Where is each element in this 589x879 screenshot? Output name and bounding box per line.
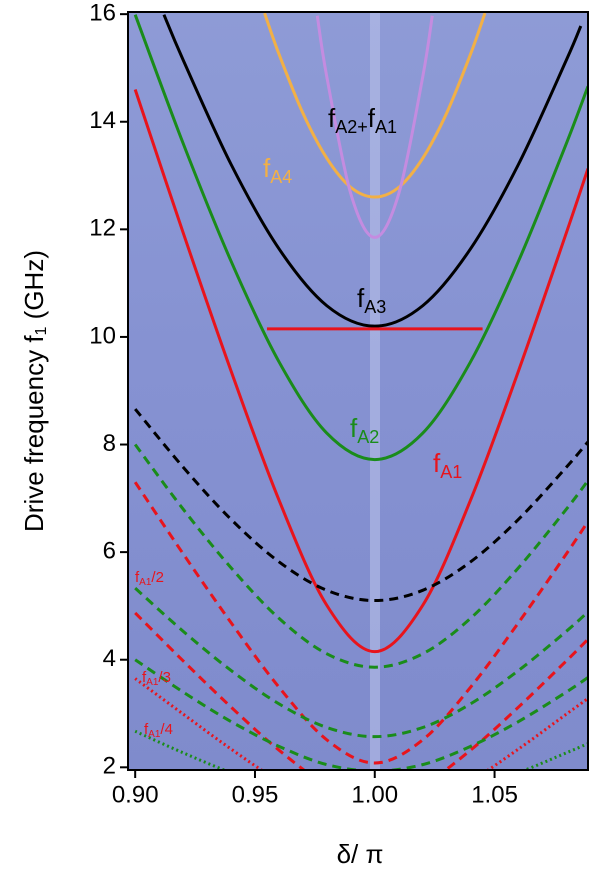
x-tick-label: 1.05 xyxy=(471,781,518,808)
y-axis-label-part: (GHz) xyxy=(19,250,49,327)
series-line xyxy=(162,14,583,328)
annotation-part: f xyxy=(328,103,336,133)
annotation-part: A3 xyxy=(364,297,386,317)
y-axis-label-part: Drive frequency f xyxy=(19,335,49,532)
x-axis-label: δ/ π xyxy=(337,839,384,869)
y-tick-label: 12 xyxy=(89,215,116,242)
x-tick-label: 1.00 xyxy=(351,781,398,808)
y-tick-label: 10 xyxy=(89,322,116,349)
annotation: fA2 xyxy=(350,413,379,447)
series-line xyxy=(134,729,588,770)
y-tick-label: 16 xyxy=(89,0,116,26)
series-line xyxy=(133,88,588,654)
annotation-part: A2+ xyxy=(335,117,368,137)
annotation: fA4 xyxy=(263,153,292,187)
annotation-part: /2 xyxy=(151,569,164,586)
annotation-part: A4 xyxy=(270,167,292,187)
annotation: fA1/2 xyxy=(135,569,164,588)
series-line xyxy=(315,15,434,239)
annotation-part: /4 xyxy=(160,721,173,738)
series-line xyxy=(134,408,588,603)
y-tick-label: 2 xyxy=(103,753,116,780)
y-tick-label: 6 xyxy=(103,537,116,564)
series-line xyxy=(134,677,588,770)
annotation-part: A1 xyxy=(440,462,462,482)
plot-area xyxy=(133,12,588,770)
y-tick-label: 14 xyxy=(89,107,116,134)
annotation: fA3 xyxy=(357,283,386,317)
annotation-part: A1 xyxy=(375,117,397,137)
series-line xyxy=(133,481,588,765)
annotation-part: A1 xyxy=(139,577,152,588)
annotation-part: f xyxy=(263,153,271,183)
series-line xyxy=(134,611,588,770)
y-tick-label: 4 xyxy=(103,645,116,672)
annotation: fA1/3 xyxy=(142,669,171,688)
annotation-part: f xyxy=(350,413,358,443)
annotation-part: f xyxy=(135,569,140,586)
y-axis-label-part: 1 xyxy=(33,326,50,335)
y-tick-label: 8 xyxy=(103,430,116,457)
series-line xyxy=(263,12,487,199)
annotation-part: /3 xyxy=(158,669,171,686)
annotation-part: f xyxy=(142,669,147,686)
plot-frame xyxy=(127,11,589,771)
annotation-part: A2 xyxy=(357,427,379,447)
background-stripe xyxy=(370,12,380,770)
annotation: fA1/4 xyxy=(144,721,173,740)
x-tick-label: 0.90 xyxy=(112,781,159,808)
series-line xyxy=(134,587,588,739)
series-line xyxy=(134,658,588,770)
annotation-part: f xyxy=(357,283,365,313)
series-line xyxy=(133,443,588,669)
y-axis-label: Drive frequency f1 (GHz) xyxy=(19,250,50,532)
annotation: fA2+fA1 xyxy=(328,103,397,137)
annotation-part: f xyxy=(433,448,441,478)
annotation: fA1 xyxy=(433,448,462,482)
x-tick-label: 0.95 xyxy=(232,781,279,808)
annotation-part: f xyxy=(368,103,376,133)
annotation-part: A1 xyxy=(148,729,161,740)
series-line xyxy=(133,14,588,462)
annotation-part: A1 xyxy=(146,677,159,688)
annotation-part: f xyxy=(144,721,149,738)
